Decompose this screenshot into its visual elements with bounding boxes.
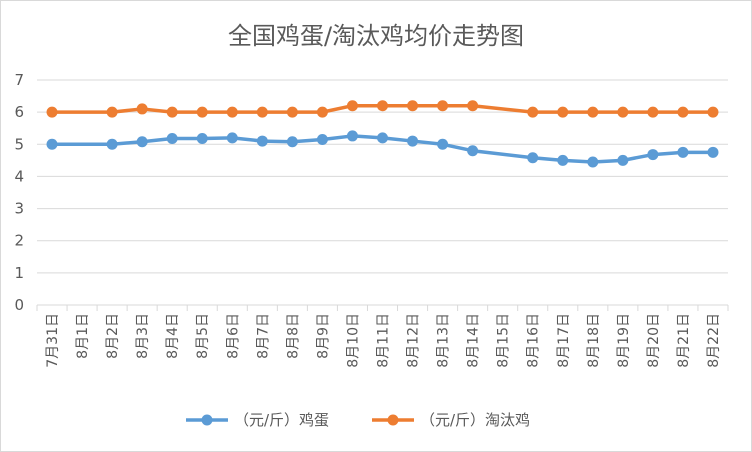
series-1-point [527,106,539,118]
series-1-point [617,106,629,118]
series-1-point [557,106,569,118]
x-tick-label: 8月17日 [556,313,572,368]
series-0-point [256,135,268,147]
y-tick-label: 0 [14,296,24,314]
legend-swatch-marker [201,414,213,426]
legend-label: （元/斤）淘汰鸡 [420,411,530,429]
y-tick-label: 7 [14,71,24,89]
series-1-point [316,106,328,118]
series-0-point [196,133,208,144]
series-0-point [226,132,238,144]
y-tick-label: 5 [14,135,24,153]
x-tick-label: 8月2日 [105,313,121,359]
series-1-point [707,106,719,118]
x-tick-label: 8月9日 [315,313,331,359]
y-axis: 0 1 2 3 4 5 6 7 [14,71,24,314]
series-1-point [286,106,298,118]
series-1-point [377,100,388,112]
series-0-point [587,156,599,168]
y-tick-label: 2 [14,232,24,250]
series-1-point [587,106,599,118]
x-tick-label: 8月16日 [526,313,542,368]
y-tick-label: 1 [14,264,24,282]
series-0-point [106,138,118,150]
x-tick-label: 8月21日 [676,313,692,368]
y-tick-label: 4 [14,167,24,185]
x-tick-label: 8月6日 [225,313,241,359]
x-tick-label: 8月11日 [376,313,392,368]
chart-title: 全国鸡蛋/淘汰鸡均价走势图 [228,22,524,50]
series-0-point [557,154,569,166]
series-1-point [407,100,419,112]
x-tick-label: 8月15日 [496,313,512,368]
series-0-point [527,152,539,164]
series-0-point [437,138,449,150]
x-tick-label: 8月13日 [436,313,452,368]
legend: （元/斤）鸡蛋 （元/斤）淘汰鸡 [186,411,530,429]
x-tick-label: 8月20日 [646,313,662,368]
series-1-point [106,106,118,118]
x-tick-label: 8月7日 [255,313,271,359]
x-tick-label: 8月8日 [285,313,301,359]
x-tick-label: 8月19日 [616,313,632,368]
series-0-point [377,132,388,144]
series-0-point [286,136,298,148]
series-1-point [437,100,449,112]
series-0-point [166,133,178,144]
y-tick-label: 6 [14,103,24,121]
series-0-point [316,133,328,145]
x-tick-label: 8月1日 [75,313,91,359]
series-1-point [677,106,689,118]
x-tick-label: 8月4日 [165,313,181,359]
x-tick-label: 8月18日 [586,313,602,368]
x-tick-label: 8月12日 [406,313,422,368]
series-0-point [617,154,629,166]
series-0-point [467,145,479,157]
x-tick-label: 8月14日 [466,313,482,368]
series-1-point [196,106,208,118]
series-0-point [136,136,148,148]
series-1-point [46,106,58,118]
x-axis: 7月31日 8月1日 8月2日 8月3日 8月4日 8月5日 8月6日 8月7日 8月8日 8月9… [36,305,729,368]
series-1-point [647,106,659,118]
x-tick-label: 8月3日 [135,313,151,359]
legend-label: （元/斤）鸡蛋 [234,411,329,429]
series-1-point [346,100,358,112]
series-1-point [226,106,238,118]
x-tick-label: 7月31日 [45,313,61,368]
y-tick-label: 3 [14,200,24,218]
series-1-point [166,106,178,118]
series-1-point [136,103,148,115]
series-0-point [407,135,419,147]
series-1-point [467,100,479,112]
x-tick-label: 8月5日 [195,313,211,359]
series-1-point [256,106,268,118]
series-0-point [677,146,689,158]
series-layer [46,100,719,168]
series-0-point [647,149,659,161]
series-0-point [346,130,358,142]
series-0-point [46,138,58,150]
series-0-point [707,146,719,158]
legend-swatch-marker [387,414,399,426]
x-tick-label: 8月22日 [706,313,722,368]
x-tick-label: 8月10日 [345,313,361,368]
